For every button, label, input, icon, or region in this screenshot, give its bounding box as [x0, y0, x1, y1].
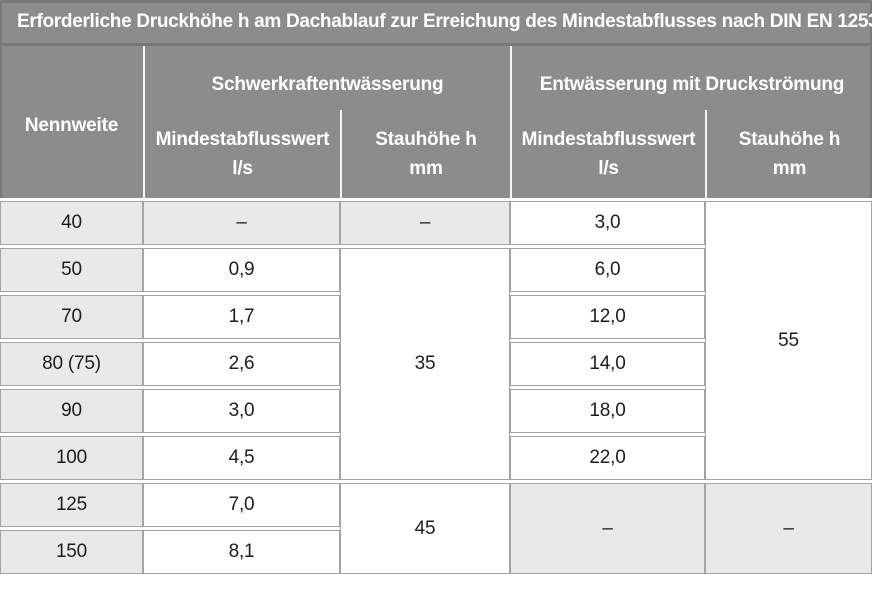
cell-press-head-125-150: –: [705, 483, 872, 574]
table-row-40: 40 – – 3,0 55: [0, 201, 872, 480]
cell-dn-100: 100: [0, 436, 143, 480]
cell-dn-125: 125: [0, 483, 143, 527]
header-gravity-head-label: Stauhöhe h: [375, 129, 477, 150]
cell-dn-150: 150: [0, 530, 143, 574]
cell-press-flow-80: 14,0: [510, 342, 705, 386]
cell-press-head-40-100: 55: [705, 201, 872, 480]
header-gravity-flow-label: Mindestabflusswert: [155, 129, 330, 150]
cell-grav-head-125-150: 45: [340, 483, 510, 574]
cell-grav-flow-40: –: [143, 201, 340, 245]
table-row-50: 50 0,9 35 6,0: [0, 248, 872, 480]
cell-grav-flow-125: 7,0: [143, 483, 340, 527]
cell-grav-head-40: –: [340, 201, 510, 245]
cell-press-flow-90: 18,0: [510, 389, 705, 433]
header-group-pressure: Entwässerung mit Druckströmung: [510, 46, 872, 110]
cell-dn-40: 40: [0, 201, 143, 245]
table-title: Erforderliche Druckhöhe h am Dachablauf …: [0, 0, 872, 46]
cell-grav-flow-50: 0,9: [143, 248, 340, 292]
cell-grav-flow-100: 4,5: [143, 436, 340, 480]
table-header: Nennweite Schwerkraftentwässerung Entwäs…: [0, 46, 872, 198]
table-row-125: 125 7,0 45 – –: [0, 483, 872, 574]
data-table: 40 – – 3,0 55 50 0,9 35 6,0 70 1,7 12,0 …: [0, 198, 872, 577]
table-row-90: 90 3,0 18,0: [0, 389, 872, 433]
cell-press-flow-125-150: –: [510, 483, 705, 574]
cell-press-flow-70: 12,0: [510, 295, 705, 339]
cell-dn-90: 90: [0, 389, 143, 433]
cell-grav-flow-150: 8,1: [143, 530, 340, 574]
cell-press-flow-40: 3,0: [510, 201, 705, 245]
header-pressure-flow: Mindestabflusswert l/s: [510, 110, 705, 198]
header-gravity-flow: Mindestabflusswert l/s: [143, 110, 340, 198]
cell-grav-flow-70: 1,7: [143, 295, 340, 339]
cell-grav-flow-80: 2,6: [143, 342, 340, 386]
header-pressure-head: Stauhöhe h mm: [705, 110, 872, 198]
header-pressure-flow-unit: l/s: [598, 158, 619, 179]
header-pressure-flow-label: Mindestabflusswert: [521, 129, 696, 150]
cell-dn-70: 70: [0, 295, 143, 339]
header-pressure-head-unit: mm: [772, 158, 807, 179]
cell-dn-50: 50: [0, 248, 143, 292]
table-row-150: 150 8,1: [0, 530, 872, 574]
cell-press-flow-100: 22,0: [510, 436, 705, 480]
header-group-gravity: Schwerkraftentwässerung: [143, 46, 510, 110]
cell-grav-head-50-100: 35: [340, 248, 510, 480]
table-row-100: 100 4,5 22,0: [0, 436, 872, 480]
cell-dn-80: 80 (75): [0, 342, 143, 386]
header-pressure-head-label: Stauhöhe h: [738, 129, 841, 150]
header-gravity-flow-unit: l/s: [232, 158, 253, 179]
header-gravity-head-unit: mm: [409, 158, 443, 179]
cell-grav-flow-90: 3,0: [143, 389, 340, 433]
table-row-80: 80 (75) 2,6 14,0: [0, 342, 872, 386]
table-row-70: 70 1,7 12,0: [0, 295, 872, 339]
header-nennweite: Nennweite: [24, 115, 119, 136]
header-gravity-head: Stauhöhe h mm: [340, 110, 510, 198]
cell-press-flow-50: 6,0: [510, 248, 705, 292]
